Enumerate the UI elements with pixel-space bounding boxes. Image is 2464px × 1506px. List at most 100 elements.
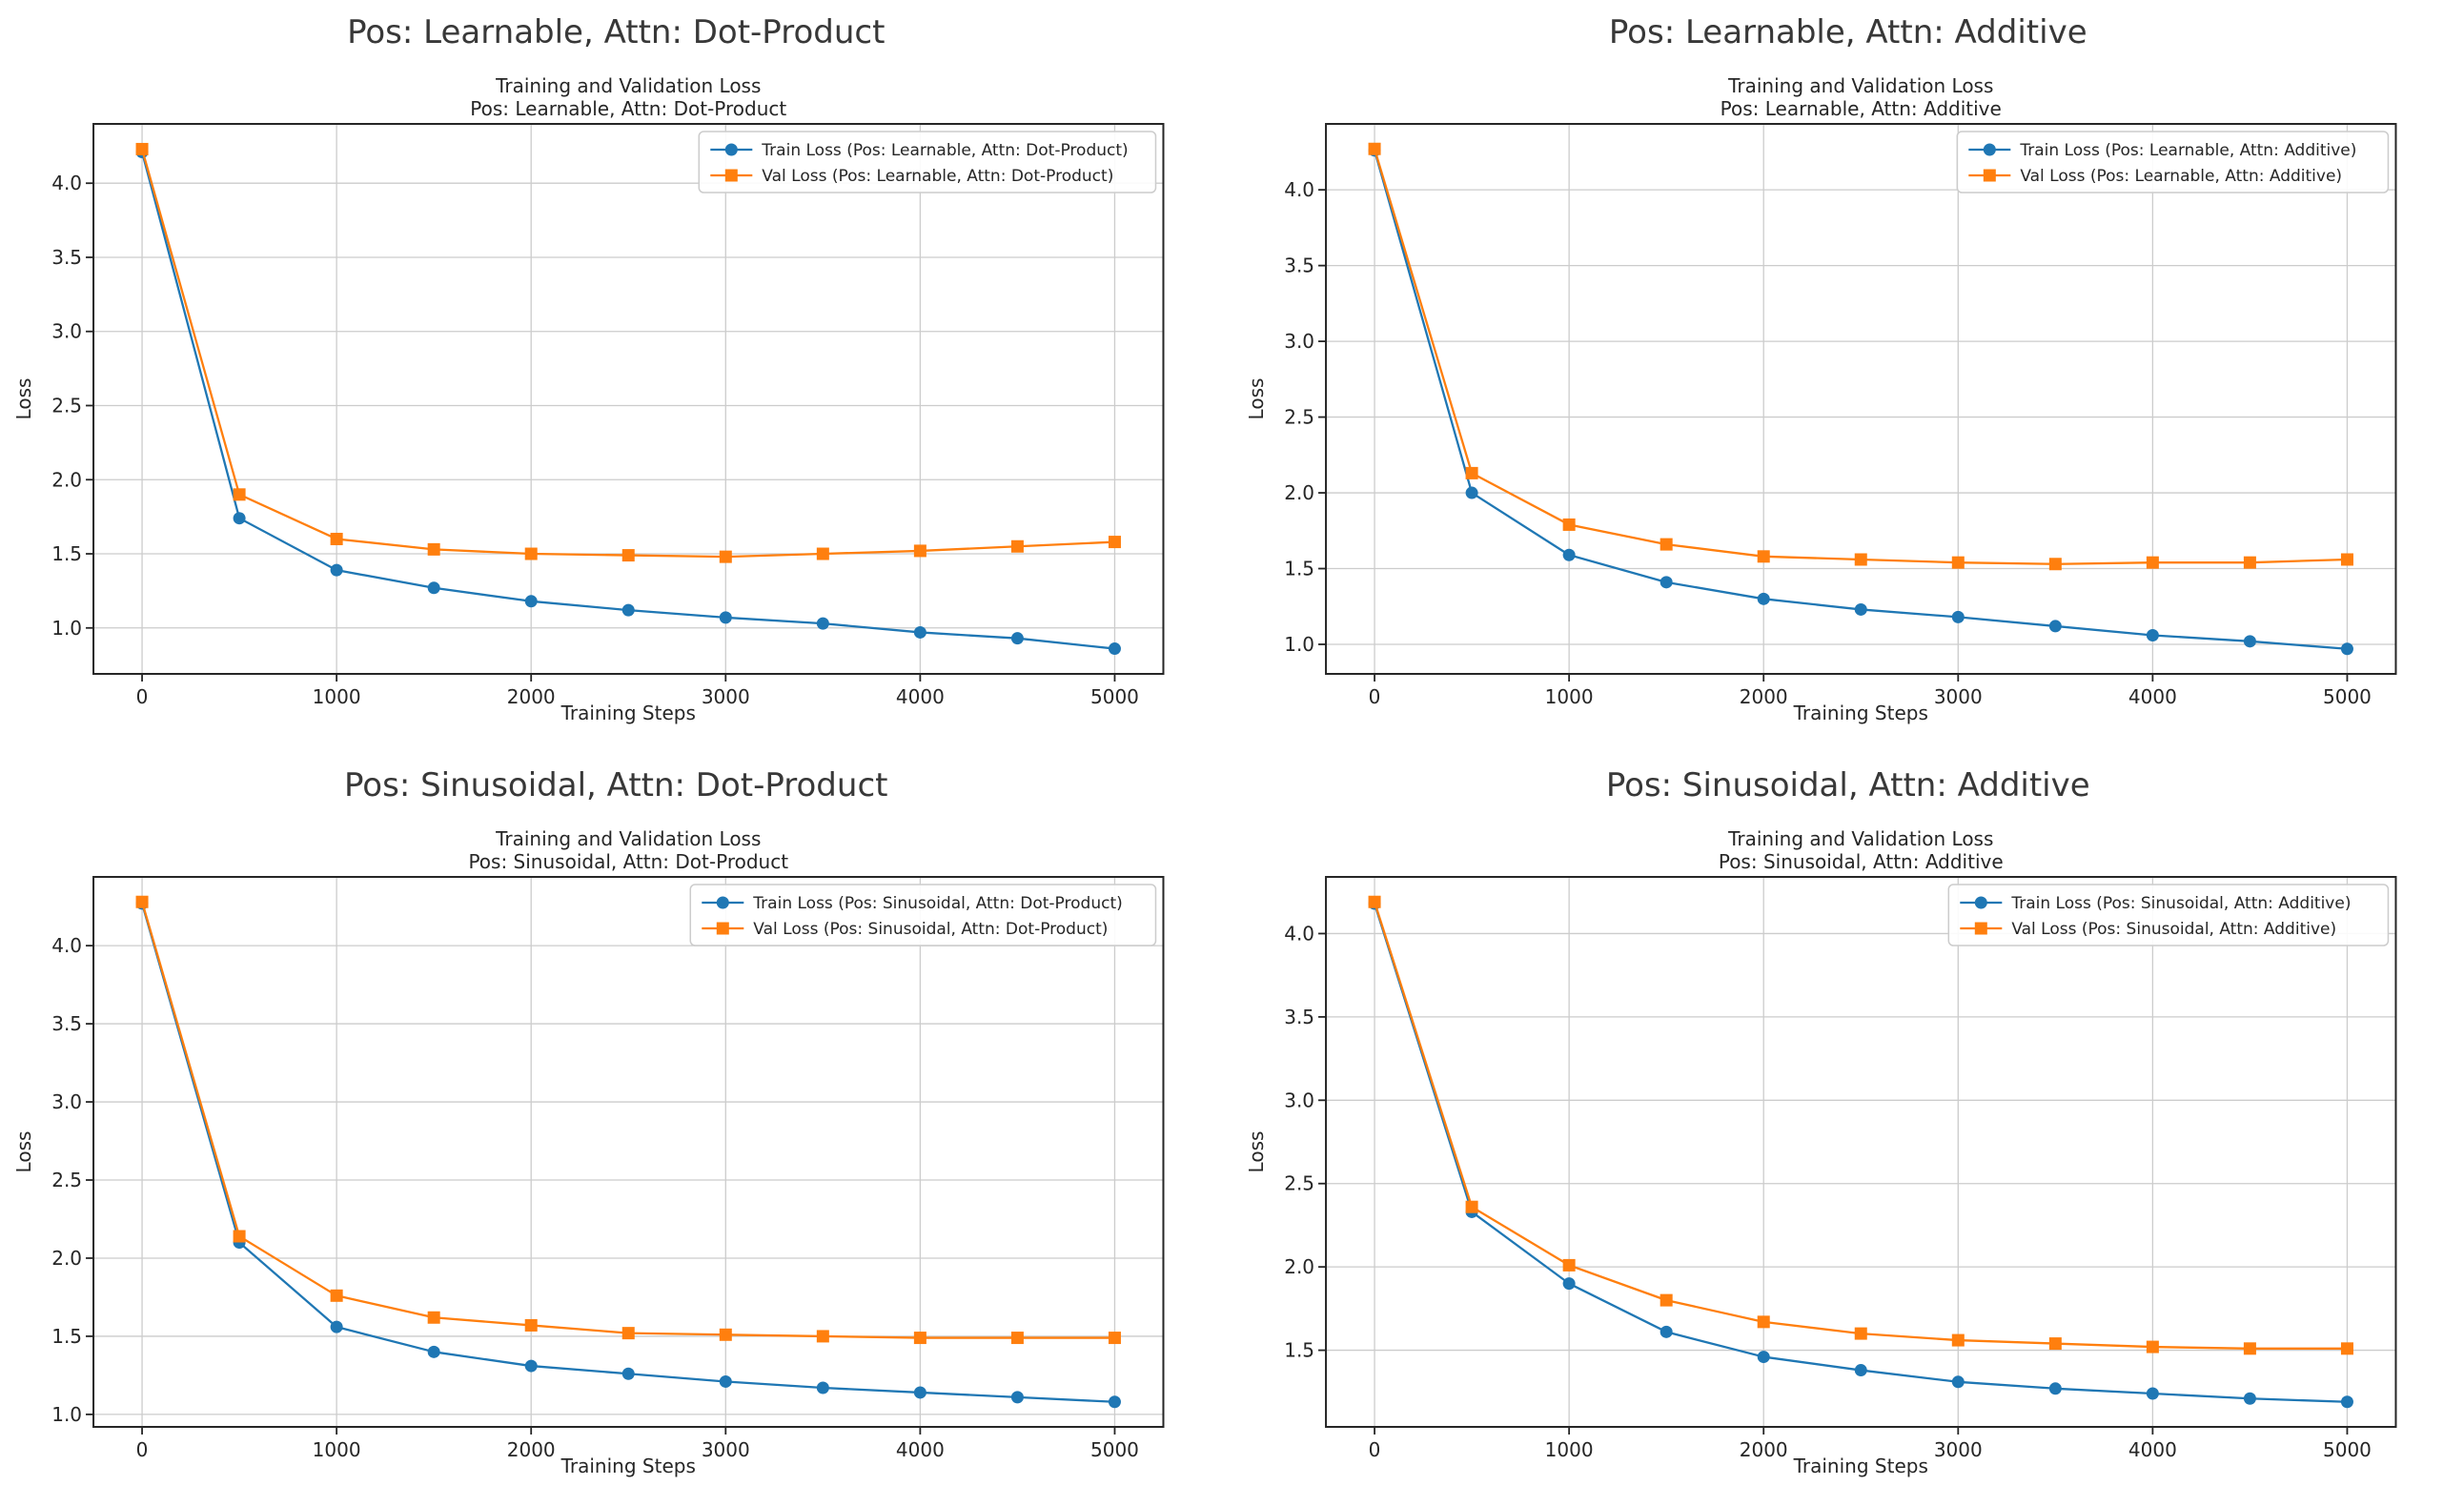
panel-learnable-dot-product: 0 1000 2000 3000 4000 5000 1.0 1.5 2.0 2.5 3.0 3.5 4… <box>0 0 1232 753</box>
train-marker <box>427 581 440 595</box>
val-marker <box>1562 518 1576 531</box>
val-loss-line <box>140 901 1116 1339</box>
val-marker <box>1757 550 1770 563</box>
y-tick-label: 2.0 <box>1284 481 1314 504</box>
y-tick-label: 1.0 <box>51 617 82 640</box>
y-tick-label: 3.5 <box>51 1012 82 1035</box>
legend-label-val: Val Loss (Pos: Sinusoidal, Attn: Dot-Pro… <box>753 920 1108 939</box>
val-marker <box>621 1327 635 1340</box>
val-loss-line <box>1373 901 2349 1350</box>
train-marker <box>1854 602 1867 616</box>
legend-label-train: Train Loss (Pos: Learnable, Attn: Additi… <box>2019 141 2356 160</box>
y-axis-label: Loss <box>12 1131 35 1173</box>
train-marker <box>1757 592 1770 605</box>
axes-border <box>92 876 1165 1428</box>
x-tick-label: 3000 <box>1933 1438 1982 1461</box>
y-tick-label: 3.0 <box>1284 330 1314 353</box>
val-marker <box>135 142 149 155</box>
legend-marker-train <box>716 896 729 909</box>
val-marker <box>2146 1340 2159 1353</box>
train-marker <box>524 595 538 608</box>
train-marker <box>2243 635 2256 648</box>
legend-marker-val <box>1974 922 1987 935</box>
x-tick-label: 4000 <box>896 1438 945 1461</box>
train-marker <box>719 1374 732 1388</box>
val-marker <box>233 488 246 501</box>
y-tick-label: 2.0 <box>51 1247 82 1270</box>
val-marker <box>1854 553 1867 566</box>
val-marker <box>1757 1315 1770 1329</box>
val-marker <box>1562 1258 1576 1272</box>
legend: Train Loss (Pos: Sinusoidal, Attn: Dot-P… <box>689 884 1157 946</box>
legend-marker-val <box>1983 169 1996 182</box>
y-tick-label: 4.0 <box>51 934 82 957</box>
val-marker <box>1660 1293 1673 1307</box>
x-tick-label: 0 <box>1368 1438 1380 1461</box>
y-axis-label: Loss <box>1245 1131 1268 1173</box>
legend: Train Loss (Pos: Learnable, Attn: Dot-Pr… <box>698 131 1157 193</box>
train-marker <box>2340 642 2353 656</box>
val-marker <box>1951 1333 1965 1347</box>
legend-marker-train <box>1983 143 1996 156</box>
val-marker <box>1010 539 1024 553</box>
axes-title-line2: Pos: Learnable, Attn: Dot-Product <box>470 97 786 120</box>
legend-label-train: Train Loss (Pos: Sinusoidal, Attn: Dot-P… <box>752 894 1122 913</box>
x-axis-label: Training Steps <box>1792 1455 1927 1477</box>
train-marker <box>1951 1375 1965 1389</box>
y-tick-label: 3.0 <box>51 320 82 343</box>
axes-title-line1: Training and Validation Loss <box>1727 74 1993 97</box>
val-marker <box>1108 536 1121 549</box>
train-marker <box>2048 620 2062 633</box>
val-marker <box>816 547 829 560</box>
train-loss-line <box>1373 149 2349 650</box>
val-marker <box>913 1332 927 1345</box>
axes-title-line2: Pos: Sinusoidal, Attn: Additive <box>1718 850 2003 873</box>
x-axis-label: Training Steps <box>560 1455 696 1477</box>
val-marker <box>427 542 440 556</box>
legend-marker-train <box>724 143 738 156</box>
x-tick-label: 0 <box>1368 685 1380 708</box>
legend-box <box>689 884 1157 946</box>
y-axis-label: Loss <box>12 378 35 420</box>
legend: Train Loss (Pos: Learnable, Attn: Additi… <box>1956 131 2389 193</box>
x-tick-label: 1000 <box>1544 685 1593 708</box>
x-tick-label: 2000 <box>1739 685 1787 708</box>
y-tick-label: 1.0 <box>1284 633 1314 656</box>
x-axis-label: Training Steps <box>1792 702 1927 724</box>
y-tick-label: 2.5 <box>1284 406 1314 429</box>
legend-marker-val <box>724 169 738 182</box>
train-marker <box>913 1386 927 1399</box>
train-marker <box>913 625 927 639</box>
y-tick-label: 1.0 <box>51 1403 82 1426</box>
y-tick-label: 2.5 <box>51 395 82 417</box>
axes-title-line1: Training and Validation Loss <box>1727 827 1993 850</box>
axes-title-line1: Training and Validation Loss <box>495 74 761 97</box>
y-tick-label: 1.5 <box>51 542 82 565</box>
panel-learnable-additive: 0 1000 2000 3000 4000 5000 1.0 1.5 2.0 2.5 3.0 3.5 4… <box>1232 0 2464 753</box>
val-marker <box>1854 1327 1867 1340</box>
train-marker <box>1854 1364 1867 1377</box>
legend-label-val: Val Loss (Pos: Learnable, Attn: Dot-Prod… <box>762 167 1113 186</box>
x-tick-label: 4000 <box>2128 685 2176 708</box>
x-tick-label: 1000 <box>1544 1438 1593 1461</box>
val-marker <box>1660 538 1673 551</box>
x-tick-label: 2000 <box>1739 1438 1787 1461</box>
train-marker <box>2146 1387 2159 1400</box>
x-tick-label: 5000 <box>2322 685 2371 708</box>
y-tick-label: 3.0 <box>51 1090 82 1113</box>
train-marker <box>1562 548 1576 561</box>
train-marker <box>427 1345 440 1358</box>
train-marker <box>1010 1391 1024 1404</box>
train-marker <box>1562 1277 1576 1291</box>
train-marker <box>621 1367 635 1380</box>
train-marker <box>2146 628 2159 641</box>
legend-label-train: Train Loss (Pos: Sinusoidal, Attn: Addit… <box>2010 894 2351 913</box>
x-tick-label: 3000 <box>702 1438 750 1461</box>
legend-label-val: Val Loss (Pos: Sinusoidal, Attn: Additiv… <box>2011 920 2336 939</box>
x-tick-label: 3000 <box>702 685 750 708</box>
val-loss-line <box>140 148 1116 559</box>
panel-sinusoidal-dot-product: 0 1000 2000 3000 4000 5000 1.0 1.5 2.0 2.5 3.0 3.5 4… <box>0 753 1232 1506</box>
y-tick-label: 1.5 <box>1284 558 1314 580</box>
y-tick-label: 4.0 <box>51 172 82 194</box>
val-marker <box>719 1328 732 1341</box>
